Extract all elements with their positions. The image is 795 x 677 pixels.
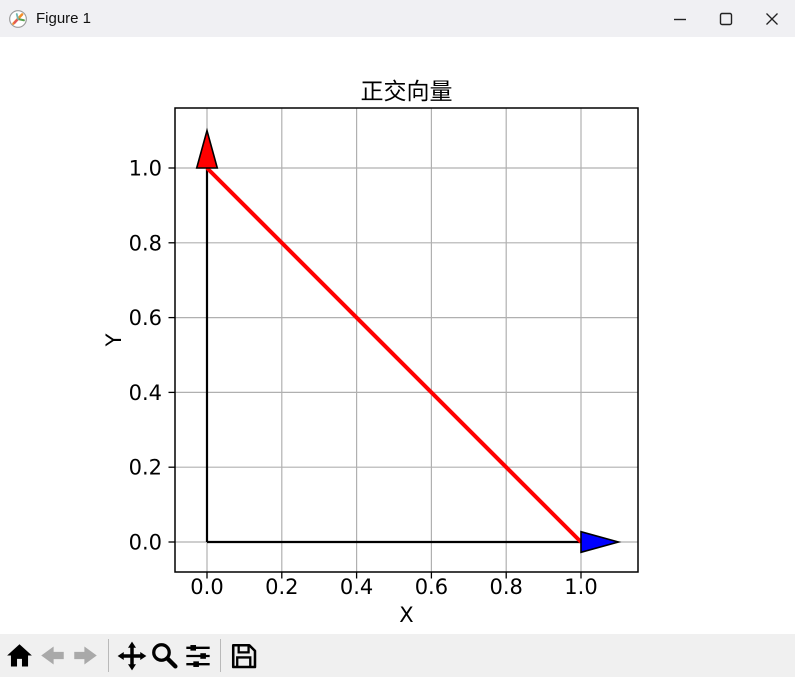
toolbar-button-save[interactable]: [227, 637, 260, 675]
toolbar-button-forward[interactable]: [69, 637, 102, 675]
axes-box: [174, 107, 639, 573]
tip-connector: [205, 166, 583, 544]
toolbar-separator: [220, 639, 221, 672]
grid: [175, 108, 638, 572]
maximize-icon: [719, 12, 733, 25]
titlebar[interactable]: Figure 1: [0, 0, 795, 37]
window-title: Figure 1: [36, 10, 92, 27]
x-tick-label: 0.4: [340, 575, 373, 599]
minimize-button[interactable]: [657, 0, 703, 37]
minimize-icon: [674, 18, 686, 20]
y-tick-label: 0.8: [129, 231, 162, 255]
forward-arrow-icon: [74, 646, 97, 665]
x-tick-label: 0.2: [265, 575, 298, 599]
y-tick-label: 0.0: [129, 531, 162, 555]
matplotlib-logo-icon: [8, 9, 28, 29]
back-arrow-icon: [41, 646, 64, 665]
y-unit-vector-head: [195, 127, 219, 169]
plot-data: [195, 127, 622, 554]
toolbar-button-pan[interactable]: [115, 637, 148, 675]
tick-labels: 0.0 0.2 0.4 0.6 0.8 1.0 0.0 0.2 0.4 0.6 0.8 1.0: [129, 157, 598, 600]
x-tick-label: 0.6: [415, 575, 448, 599]
y-tick-label: 0.4: [129, 381, 162, 405]
plot-toolbar: [0, 634, 795, 677]
save-icon: [231, 643, 257, 669]
y-axis-label: Y: [102, 333, 126, 347]
plot-title: 正交向量: [361, 79, 453, 105]
close-button[interactable]: [749, 0, 795, 37]
toolbar-button-zoom[interactable]: [148, 637, 181, 675]
y-tick-label: 0.2: [129, 456, 162, 480]
x-tick-label: 0.0: [190, 575, 223, 599]
figure-canvas[interactable]: 0.0 0.2 0.4 0.6 0.8 1.0 0.0 0.2 0.4 0.6 0.8 1.0 正交向量…: [0, 37, 795, 634]
window-controls: [657, 0, 795, 37]
x-axis-label: X: [399, 603, 413, 627]
x-tick-label: 1.0: [564, 575, 597, 599]
y-tick-label: 0.6: [129, 306, 162, 330]
toolbar-separator: [108, 639, 109, 672]
x-tick-label: 0.8: [489, 575, 522, 599]
close-icon: [766, 12, 778, 25]
zoom-icon: [152, 643, 178, 669]
toolbar-button-home[interactable]: [3, 637, 36, 675]
sliders-icon: [185, 644, 210, 667]
toolbar-button-back[interactable]: [36, 637, 69, 675]
maximize-button[interactable]: [703, 0, 749, 37]
x-unit-vector-head: [580, 530, 622, 554]
y-tick-label: 1.0: [129, 157, 162, 181]
plot-area[interactable]: 0.0 0.2 0.4 0.6 0.8 1.0 0.0 0.2 0.4 0.6 0.8 1.0 正交向量…: [0, 37, 795, 634]
pan-icon: [117, 641, 146, 670]
home-icon: [7, 644, 32, 667]
toolbar-button-configure-subplots[interactable]: [181, 637, 214, 675]
